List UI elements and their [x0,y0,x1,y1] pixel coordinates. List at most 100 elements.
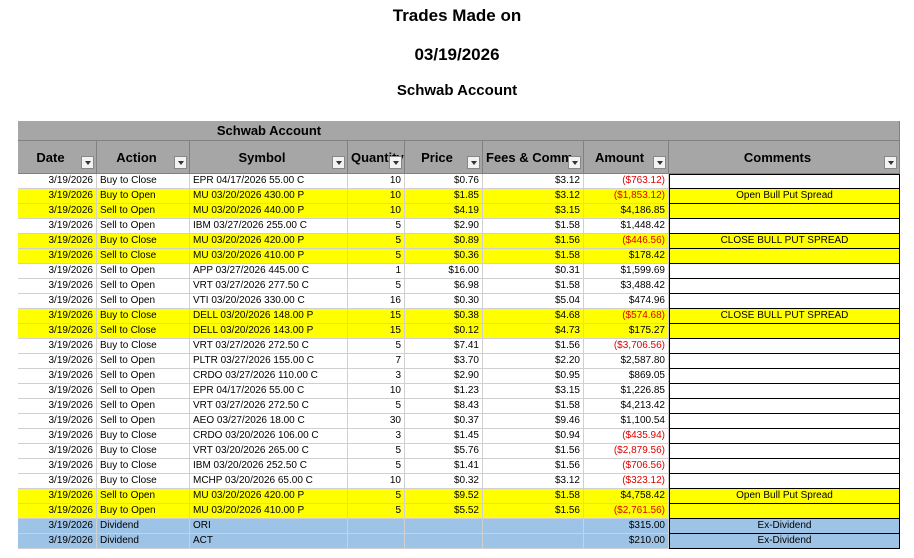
cell: IBM 03/20/2026 252.50 C [190,459,348,474]
cell: 3/19/2026 [18,414,97,429]
cell: $1.85 [405,189,483,204]
cell: $1.58 [483,219,584,234]
cell: 1 [348,264,405,279]
cell [669,264,900,279]
cell: $0.94 [483,429,584,444]
cell: $1.56 [483,504,584,519]
cell: MU 03/20/2026 410.00 P [190,504,348,519]
cell: Buy to Open [97,504,190,519]
cell: 30 [348,414,405,429]
cell: Ex-Dividend [669,519,900,534]
trade-date: 03/19/2026 [414,45,500,64]
cell: 3/19/2026 [18,294,97,309]
cell: $315.00 [584,519,669,534]
cell: 5 [348,249,405,264]
cell: 7 [348,354,405,369]
cell: 3 [348,429,405,444]
cell: 3/19/2026 [18,384,97,399]
cell [669,339,900,354]
cell: ($763.12) [584,174,669,189]
cell [483,534,584,549]
cell [669,429,900,444]
cell [669,459,900,474]
cell: $1.56 [483,444,584,459]
cell: $4.19 [405,204,483,219]
cell: $9.46 [483,414,584,429]
cell: CLOSE BULL PUT SPREAD [669,234,900,249]
filter-button[interactable] [568,156,581,169]
cell: ORI [190,519,348,534]
cell: $210.00 [584,534,669,549]
cell: $2.20 [483,354,584,369]
cell [669,504,900,519]
filter-button[interactable] [174,156,187,169]
cell: ($435.94) [584,429,669,444]
cell: 3/19/2026 [18,429,97,444]
cell: $3.12 [483,189,584,204]
cell: MU 03/20/2026 410.00 P [190,249,348,264]
cell: Sell to Open [97,489,190,504]
cell: ($3,706.56) [584,339,669,354]
cell: 10 [348,204,405,219]
cell: $16.00 [405,264,483,279]
cell: $1.58 [483,399,584,414]
cell: $2.90 [405,369,483,384]
filter-button[interactable] [332,156,345,169]
cell: $3.12 [483,474,584,489]
cell: $0.31 [483,264,584,279]
cell: 5 [348,504,405,519]
cell: Buy to Close [97,429,190,444]
cell: Sell to Close [97,249,190,264]
cell [669,354,900,369]
cell: Buy to Open [97,189,190,204]
cell: 3/19/2026 [18,339,97,354]
filter-button[interactable] [653,156,666,169]
cell: Buy to Close [97,459,190,474]
cell: $4.73 [483,324,584,339]
cell: 3/19/2026 [18,459,97,474]
cell: $0.38 [405,309,483,324]
cell: $1.56 [483,234,584,249]
cell [669,249,900,264]
cell: VRT 03/27/2026 277.50 C [190,279,348,294]
cell: APP 03/27/2026 445.00 C [190,264,348,279]
cell: 3/19/2026 [18,279,97,294]
cell: MU 03/20/2026 430.00 P [190,189,348,204]
filter-button[interactable] [884,156,897,169]
cell: 5 [348,489,405,504]
cell [669,174,900,189]
cell: 5 [348,444,405,459]
cell: Sell to Open [97,279,190,294]
cell: 3/19/2026 [18,309,97,324]
cell: $7.41 [405,339,483,354]
filter-button[interactable] [389,156,402,169]
cell: ($706.56) [584,459,669,474]
cell: 5 [348,279,405,294]
cell: $2,587.80 [584,354,669,369]
cell: 15 [348,324,405,339]
cell: 10 [348,474,405,489]
cell: 3/19/2026 [18,519,97,534]
cell: MCHP 03/20/2026 65.00 C [190,474,348,489]
cell [669,399,900,414]
cell: AEO 03/27/2026 18.00 C [190,414,348,429]
cell: VRT 03/27/2026 272.50 C [190,399,348,414]
cell: 3/19/2026 [18,354,97,369]
cell: Buy to Close [97,309,190,324]
cell: ($2,879.56) [584,444,669,459]
cell: $3.70 [405,354,483,369]
filter-button[interactable] [81,156,94,169]
cell: $1,100.54 [584,414,669,429]
cell: EPR 04/17/2026 55.00 C [190,174,348,189]
cell: ACT [190,534,348,549]
cell: $4,758.42 [584,489,669,504]
cell: ($446.56) [584,234,669,249]
cell: $0.76 [405,174,483,189]
cell: 5 [348,339,405,354]
cell: Sell to Open [97,219,190,234]
cell: Sell to Open [97,414,190,429]
cell: Open Bull Put Spread [669,189,900,204]
cell: $2.90 [405,219,483,234]
filter-button[interactable] [467,156,480,169]
